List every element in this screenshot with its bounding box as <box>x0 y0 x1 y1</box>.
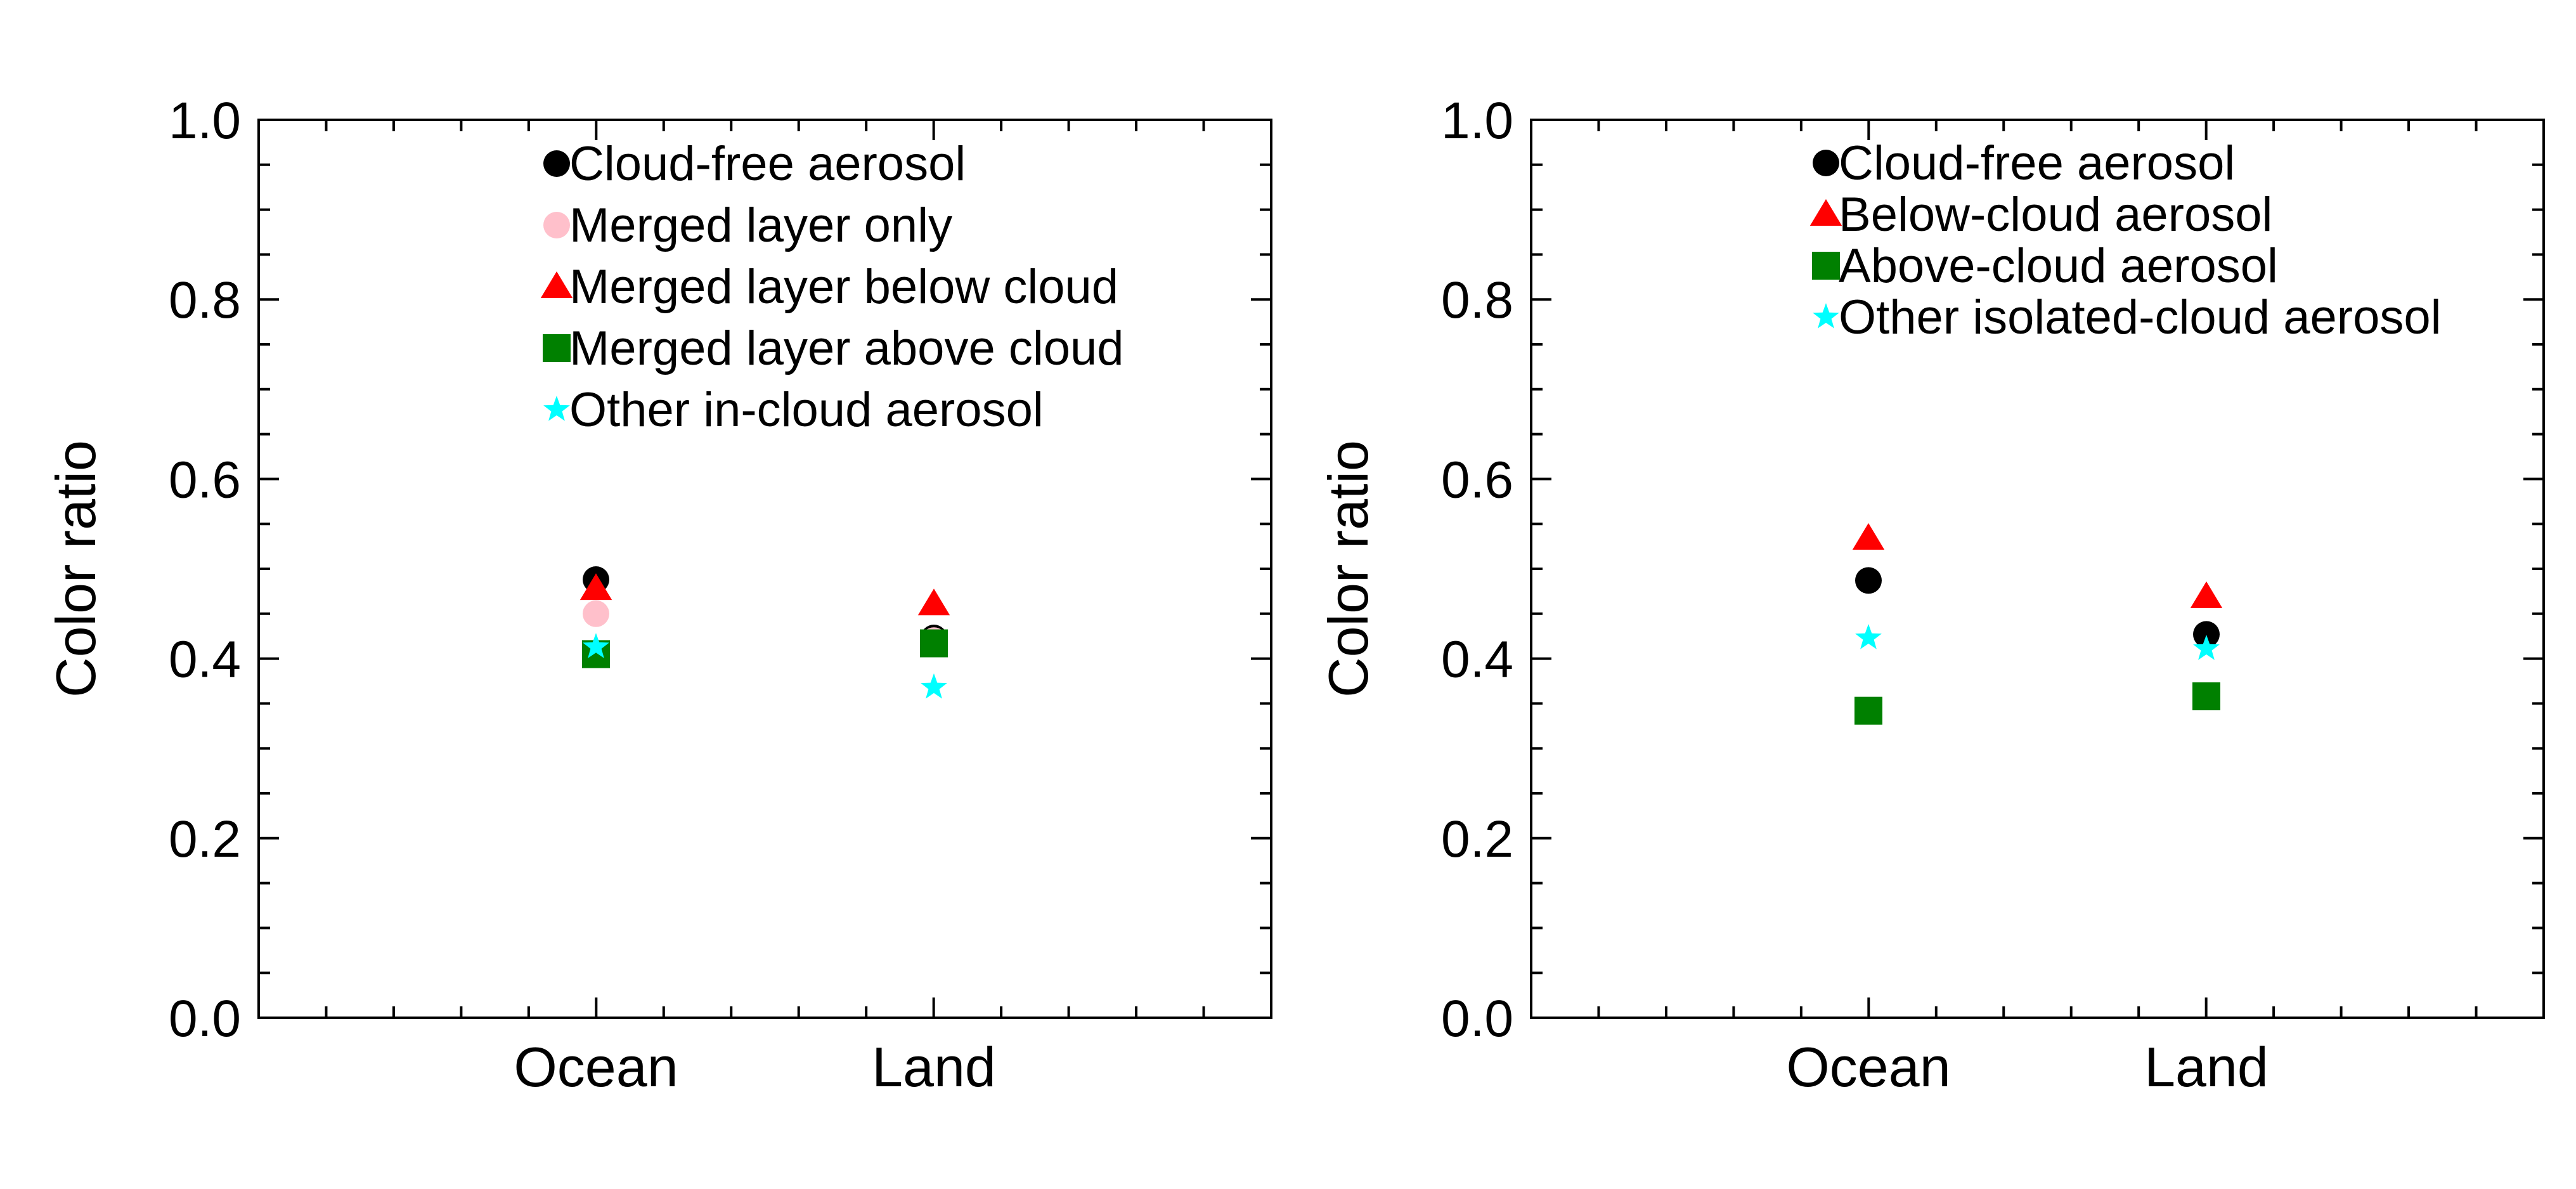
x-category-label: Land <box>2144 1036 2269 1098</box>
y-tick-label: 0.2 <box>169 810 241 868</box>
data-point-star <box>2193 635 2220 660</box>
y-tick-label: 0.6 <box>1441 451 1513 509</box>
y-tick-label: 0.0 <box>169 990 241 1048</box>
x-category-label: Land <box>872 1036 996 1098</box>
y-tick-label: 0.0 <box>1441 990 1513 1048</box>
legend-label: Below-cloud aerosol <box>1839 188 2272 242</box>
legend-label: Other in-cloud aerosol <box>569 383 1044 437</box>
y-tick-label: 0.4 <box>169 631 241 689</box>
data-point-triangle <box>2190 581 2223 608</box>
data-point-square <box>2192 682 2220 711</box>
y-tick-label: 0.6 <box>169 451 241 509</box>
legend-label: Merged layer above cloud <box>569 322 1124 375</box>
y-tick-label: 0.2 <box>1441 810 1513 868</box>
data-point-star <box>583 633 609 658</box>
y-axis-label: Color ratio <box>44 440 107 698</box>
data-point-star <box>1855 624 1882 649</box>
legend-marker-circle <box>543 212 570 238</box>
chart-panel-2: 0.0 0.2 0.4 0.6 0.8 1.0 Ocean Land Color ratio Cl… <box>1317 92 2545 1098</box>
legend-marker-star <box>543 396 570 421</box>
legend-marker-circle <box>543 150 570 177</box>
chart-panel-1: 0.0 0.2 0.4 0.6 0.8 1.0 Ocean Land Color ratio Cl… <box>44 92 1272 1098</box>
data-point-circle <box>2193 621 2220 648</box>
data-point-square <box>920 629 948 658</box>
x-category-label: Ocean <box>514 1036 678 1098</box>
y-tick-label: 1.0 <box>169 92 241 150</box>
legend-marker-triangle <box>1809 199 1842 226</box>
legend: Cloud-free aerosol Merged layer only Merge… <box>540 137 1124 437</box>
data-point-star <box>921 673 947 699</box>
data-point-circle <box>583 600 609 627</box>
legend-marker-star <box>1813 303 1839 328</box>
y-tick-label: 1.0 <box>1441 92 1513 150</box>
data-point-circle <box>1855 567 1882 594</box>
y-tick-label: 0.4 <box>1441 631 1513 689</box>
legend-marker-square <box>543 334 571 362</box>
legend-label: Other isolated-cloud aerosol <box>1839 290 2442 344</box>
x-category-label: Ocean <box>1786 1036 1950 1098</box>
data-point-square <box>1854 696 1882 725</box>
legend-label: Merged layer below cloud <box>569 260 1118 314</box>
legend-marker-square <box>1812 252 1840 280</box>
y-tick-label: 0.8 <box>169 271 241 329</box>
legend-label: Above-cloud aerosol <box>1839 239 2278 293</box>
plot-frame <box>257 119 1272 1019</box>
data-point-triangle <box>579 573 612 601</box>
legend-label: Cloud-free aerosol <box>569 137 966 191</box>
legend-label: Cloud-free aerosol <box>1839 136 2235 190</box>
y-tick-label: 0.8 <box>1441 271 1513 329</box>
legend-marker-circle <box>1813 150 1839 176</box>
data-point-triangle <box>917 588 950 616</box>
y-axis-label: Color ratio <box>1317 440 1380 698</box>
data-point-triangle <box>1852 523 1885 550</box>
legend-label: Merged layer only <box>569 198 952 252</box>
legend-marker-triangle <box>540 271 573 298</box>
